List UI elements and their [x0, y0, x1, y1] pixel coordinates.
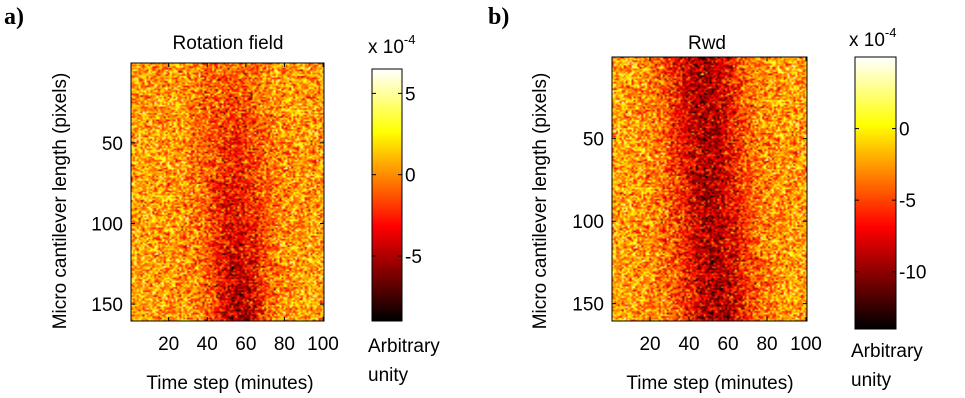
colorbar-tick-label: 5 [405, 84, 416, 105]
y-tick-label: 150 [572, 295, 604, 316]
y-tick-label: 50 [102, 134, 123, 155]
panel-a-title: Rotation field [173, 33, 284, 54]
panel-a-xlabel: Time step (minutes) [146, 373, 313, 394]
panel-a-colorbar-label-line1: Arbitrary [368, 336, 440, 357]
x-tick-label: 20 [639, 334, 660, 355]
y-tick-label: 100 [91, 214, 123, 235]
panel-b-colorbar-box [854, 56, 897, 330]
panel-b-colorbar-label-line2: unity [851, 370, 892, 391]
panel-b-title: Rwd [688, 33, 726, 54]
panel-b-ylabel: Micro cantilever length (pixels) [530, 73, 551, 330]
x-tick-label: 80 [274, 334, 295, 355]
panel-b-colorbar: 0 -5 -10 x 10-4 Arbitrary unity [849, 25, 926, 391]
panel-a-ylabel: Micro cantilever length (pixels) [50, 73, 71, 330]
panel-a-colorbar-box [371, 68, 403, 322]
colorbar-tick-label: 0 [405, 166, 416, 187]
panel-b-heatmap-image [612, 57, 807, 321]
panel-b-colorbar-ticks: 0 -5 -10 [855, 120, 926, 284]
colorbar-tick-label: -5 [899, 191, 916, 212]
panel-b-xlabel: Time step (minutes) [626, 373, 793, 394]
y-tick-label: 150 [91, 295, 123, 316]
panel-b-colorbar-multiplier: x 10-4 [849, 25, 896, 51]
x-tick-label: 20 [158, 334, 179, 355]
panel-a-colorbar-image [372, 69, 402, 321]
panel-b: b) Rwd 20 40 60 80 100 50 100 150 Time step (mi… [488, 4, 926, 394]
y-tick-label: 50 [583, 130, 604, 151]
panel-a-colorbar-ticks: 5 0 -5 [372, 84, 422, 268]
panel-a-colorbar-label-line2: unity [368, 365, 409, 386]
x-tick-label: 100 [790, 334, 822, 355]
panel-b-label: b) [488, 4, 509, 30]
x-tick-label: 40 [197, 334, 218, 355]
panel-a-heatmap-image [131, 63, 324, 321]
panel-b-colorbar-label-line1: Arbitrary [851, 341, 923, 362]
panel-b-colorbar-image [855, 57, 896, 329]
x-tick-label: 60 [717, 334, 738, 355]
y-tick-label: 100 [572, 212, 604, 233]
panel-a-axes-box [130, 62, 325, 322]
panel-b-axes: 20 40 60 80 100 50 100 150 [572, 57, 822, 355]
x-tick-label: 100 [307, 334, 339, 355]
panel-a-label: a) [4, 4, 24, 30]
colorbar-tick-label: -5 [405, 247, 422, 268]
panel-b-axes-box [611, 56, 808, 322]
colorbar-tick-label: -10 [899, 263, 926, 284]
panel-b-heatmap [611, 56, 808, 322]
panel-a-axes: 20 40 60 80 100 50 100 150 [91, 63, 339, 355]
panel-a-colorbar: 5 0 -5 x 10-4 Arbitrary unity [368, 32, 440, 386]
x-tick-label: 40 [678, 334, 699, 355]
colorbar-tick-label: 0 [899, 120, 910, 141]
x-tick-label: 80 [756, 334, 777, 355]
x-tick-label: 60 [235, 334, 256, 355]
panel-a-heatmap [130, 62, 325, 322]
panel-a-colorbar-multiplier: x 10-4 [368, 32, 415, 58]
